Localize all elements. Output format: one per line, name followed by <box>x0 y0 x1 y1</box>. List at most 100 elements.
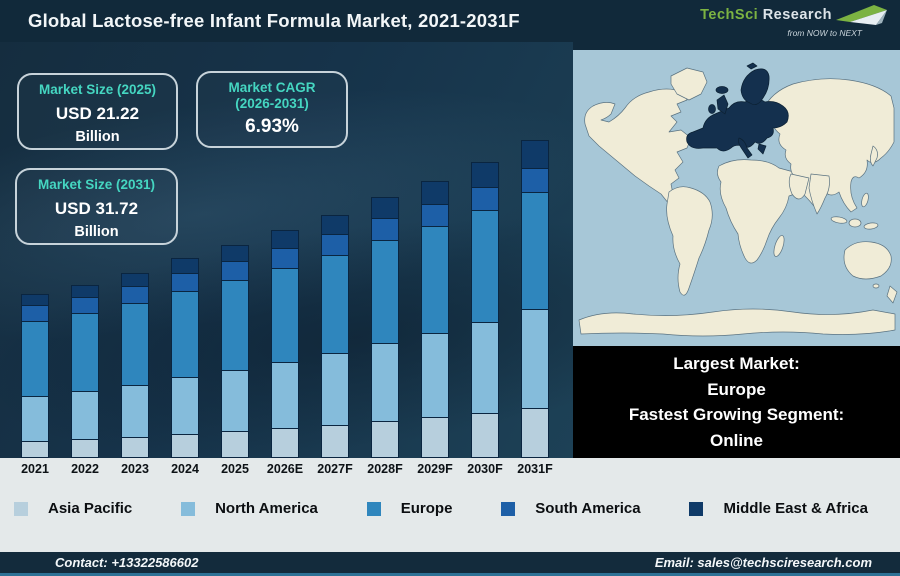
stat-box-market-size-2025: Market Size (2025) USD 21.22 Billion <box>17 73 178 150</box>
bar-segment <box>221 245 249 261</box>
map-new-guinea <box>863 222 879 230</box>
bar-column-2028F <box>360 118 410 458</box>
stat-subtitle: (2026-2031) <box>235 96 309 111</box>
chart-panel: Market Size (2025) USD 21.22 Billion Mar… <box>0 42 573 458</box>
legend-label: Middle East & Africa <box>723 500 868 517</box>
map-south-america <box>666 186 713 296</box>
bar-segment <box>471 322 499 413</box>
bar-segment <box>121 437 149 458</box>
bar-segment <box>521 309 549 408</box>
stacked-bar-2031F <box>521 140 549 458</box>
map-ireland-highlight <box>708 104 716 114</box>
bar-segment <box>171 273 199 291</box>
map-uk-highlight <box>716 94 729 115</box>
bar-segment <box>71 285 99 297</box>
contact-email: Email: sales@techsciresearch.com <box>654 555 872 570</box>
stacked-bar-2025 <box>221 245 249 458</box>
legend-label: North America <box>215 500 318 517</box>
stat-value: 6.93% <box>245 116 299 137</box>
stacked-bar-2028F <box>371 197 399 458</box>
bar-segment <box>271 268 299 362</box>
bar-column-2030F <box>460 118 510 458</box>
bar-segment <box>371 218 399 240</box>
bar-segment <box>71 391 99 439</box>
bar-column-2023 <box>110 118 160 458</box>
map-top-strip <box>573 42 900 50</box>
bar-segment <box>21 305 49 321</box>
bar-segment <box>521 168 549 192</box>
logo-brand-text: TechSci Research <box>700 7 832 23</box>
map-indonesia <box>830 216 848 224</box>
legend-item: Middle East & Africa <box>689 500 868 517</box>
bar-column-2025 <box>210 118 260 458</box>
x-axis-label: 2027F <box>317 462 353 476</box>
legend-item: Europe <box>366 500 453 517</box>
contact-phone: Contact: +13322586602 <box>55 555 199 570</box>
techsci-logo: TechSci Research from NOW to NEXT <box>688 3 888 41</box>
map-greece-highlight <box>757 143 767 155</box>
bar-segment <box>221 431 249 458</box>
bar-segment <box>271 362 299 428</box>
bar-segment <box>221 280 249 370</box>
x-axis-label: 2023 <box>121 462 149 476</box>
bar-segment <box>21 321 49 396</box>
bar-segment <box>471 162 499 187</box>
legend-swatch-icon <box>14 501 28 516</box>
largest-market-callout: Largest Market: Europe Fastest Growing Seg… <box>573 346 900 458</box>
legend-label: Europe <box>400 500 453 517</box>
logo-tagline: from NOW to NEXT <box>787 28 862 38</box>
bar-segment <box>271 248 299 268</box>
bar-segment <box>271 428 299 458</box>
bar-segment <box>321 215 349 234</box>
bar-segment <box>71 297 99 313</box>
stat-value: USD 31.72 <box>54 199 139 218</box>
callout-line: Fastest Growing Segment: <box>628 405 845 424</box>
x-axis-label: 2031F <box>517 462 553 476</box>
x-axis-label: 2026E <box>266 462 304 476</box>
stacked-bar-2029F <box>421 181 449 458</box>
bar-segment <box>471 210 499 322</box>
header-bar: Global Lactose-free Infant Formula Marke… <box>0 0 900 42</box>
legend-swatch-icon <box>501 501 516 516</box>
x-axis-label: 2025 <box>221 462 249 476</box>
legend-item: Asia Pacific <box>14 500 132 517</box>
bar-segment <box>121 273 149 286</box>
bar-segment <box>321 255 349 353</box>
stat-title: Market Size (2031) <box>37 177 156 192</box>
map-asia <box>762 78 895 213</box>
map-philippines <box>861 192 869 208</box>
map-scandinavia-highlight <box>740 68 770 105</box>
bar-segment <box>321 353 349 425</box>
x-axis-label: 2029F <box>417 462 453 476</box>
bar-segment <box>21 441 49 458</box>
callout-line: Europe <box>707 379 766 399</box>
map-svalbard-highlight <box>746 62 758 70</box>
bar-column-2027F <box>310 118 360 458</box>
world-map <box>573 50 900 346</box>
bar-segment <box>371 197 399 218</box>
bar-segment <box>171 258 199 273</box>
bar-column-2031F <box>510 118 560 458</box>
bar-segment <box>421 333 449 417</box>
map-tasmania <box>872 283 880 289</box>
x-axis-labels: 2021 2022 2023 2024 2025 2026E 2027F 2028F 2029F… <box>10 462 560 476</box>
legend-label: South America <box>535 500 641 517</box>
map-greenland <box>670 67 708 101</box>
stacked-bar-2030F <box>471 162 499 458</box>
stacked-bar-2022 <box>71 285 99 458</box>
bar-segment <box>121 385 149 437</box>
bar-column-2022 <box>60 118 110 458</box>
legend-label: Asia Pacific <box>48 500 133 517</box>
stat-unit: Billion <box>75 129 120 145</box>
legend-item: South America <box>501 500 641 517</box>
bar-segment <box>521 192 549 309</box>
stacked-bar-2023 <box>121 273 149 458</box>
bottom-strip: 2021 2022 2023 2024 2025 2026E 2027F 2028F 2029F… <box>0 458 900 552</box>
bar-segment <box>521 408 549 458</box>
bar-segment <box>371 421 399 458</box>
map-new-zealand <box>886 285 898 304</box>
bar-segment <box>471 413 499 458</box>
map-africa <box>717 159 806 264</box>
chart-legend: Asia Pacific North America Europe South Ame… <box>0 500 900 517</box>
